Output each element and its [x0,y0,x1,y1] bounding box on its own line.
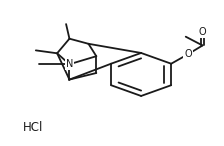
Text: HCl: HCl [22,120,43,134]
Text: O: O [199,27,206,37]
Text: O: O [184,49,192,59]
Text: N: N [66,59,73,69]
